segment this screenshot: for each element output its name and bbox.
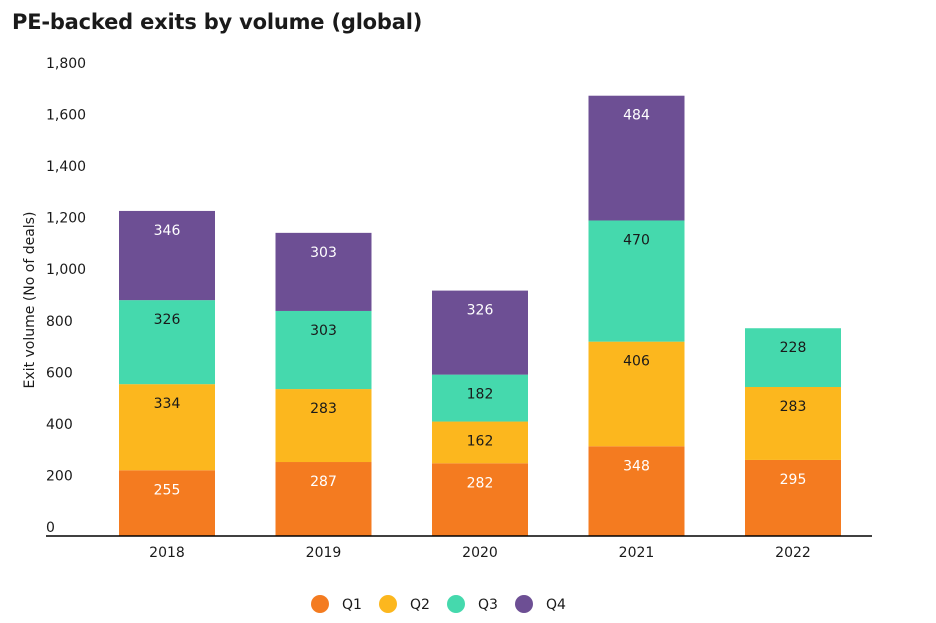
data-label: 406 — [623, 354, 650, 370]
bar-segment-q3-2022 — [745, 328, 841, 387]
x-tick-label: 2020 — [462, 545, 498, 561]
legend-marker-q2 — [379, 595, 397, 613]
legend-marker-q3 — [447, 595, 465, 613]
bar-segment-q1-2018 — [119, 470, 215, 536]
legend: Q1 Q2 Q3 Q4 — [311, 595, 566, 613]
data-label: 255 — [154, 482, 181, 498]
bars: 255 334 326 346 287 283 303 303 282 162 182 326 348 4… — [119, 96, 841, 536]
bar-segment-q2-2022 — [745, 387, 841, 460]
data-label: 162 — [467, 434, 494, 450]
data-label: 303 — [310, 245, 337, 261]
x-tick-label: 2021 — [619, 545, 655, 561]
y-tick-label: 1,600 — [46, 108, 86, 124]
data-label: 287 — [310, 474, 337, 490]
y-tick-label: 200 — [46, 468, 73, 484]
legend-marker-q1 — [311, 595, 329, 613]
y-tick-label: 600 — [46, 365, 73, 381]
x-tick-label: 2019 — [306, 545, 342, 561]
y-tick-label: 0 — [46, 520, 55, 536]
data-label: 283 — [780, 399, 807, 415]
y-tick-label: 1,400 — [46, 159, 86, 175]
data-label: 484 — [623, 108, 650, 124]
legend-label: Q4 — [546, 597, 566, 613]
legend-label: Q2 — [410, 597, 430, 613]
y-tick-label: 800 — [46, 314, 73, 330]
data-label: 303 — [310, 323, 337, 339]
data-label: 182 — [467, 387, 494, 403]
y-tick-label: 1,200 — [46, 211, 86, 227]
data-label: 334 — [154, 396, 181, 412]
data-label: 346 — [154, 223, 181, 239]
stacked-bar-chart: 0 200 400 600 800 1,000 1,200 1,400 1,600 1,800 E… — [0, 0, 936, 623]
data-label: 295 — [780, 472, 807, 488]
y-tick-label: 400 — [46, 417, 73, 433]
y-tick-label: 1,000 — [46, 262, 86, 278]
legend-marker-q4 — [515, 595, 533, 613]
bar-segment-q2-2019 — [276, 389, 372, 462]
data-label: 282 — [467, 475, 494, 491]
x-tick-label: 2018 — [149, 545, 185, 561]
y-axis-ticks: 0 200 400 600 800 1,000 1,200 1,400 1,600 1,800 — [46, 56, 86, 536]
data-label: 283 — [310, 401, 337, 417]
y-axis-label: Exit volume (No of deals) — [22, 212, 38, 389]
data-label: 326 — [154, 312, 181, 328]
bar-segment-q1-2020 — [432, 463, 528, 536]
legend-label: Q3 — [478, 597, 498, 613]
data-label: 326 — [467, 303, 494, 319]
data-label: 228 — [780, 340, 807, 356]
data-label: 348 — [623, 458, 650, 474]
legend-label: Q1 — [342, 597, 362, 613]
y-tick-label: 1,800 — [46, 56, 86, 72]
x-tick-label: 2022 — [775, 545, 811, 561]
x-axis-ticks: 2018 2019 2020 2021 2022 — [149, 545, 811, 561]
data-label: 470 — [623, 232, 650, 248]
